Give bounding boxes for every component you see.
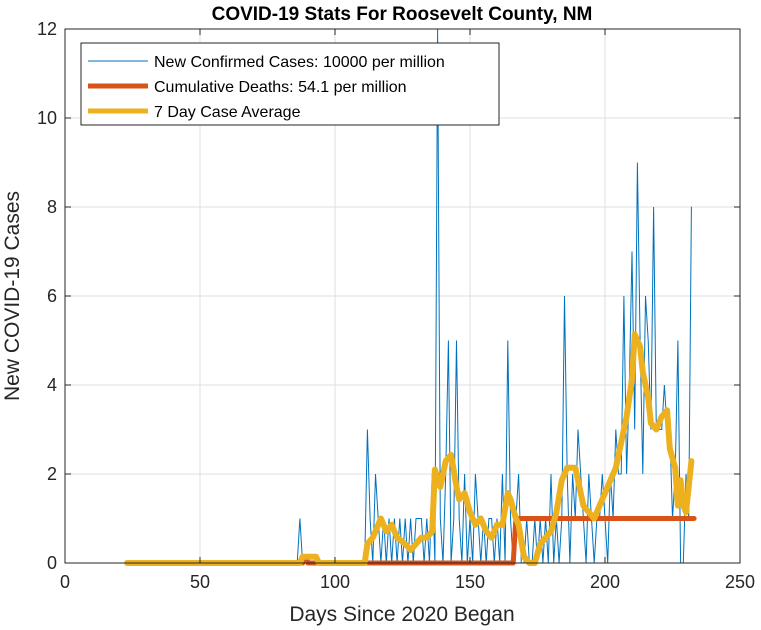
y-tick-label: 8 — [47, 197, 57, 217]
x-axis-label: Days Since 2020 Began — [289, 603, 514, 626]
y-tick-label: 10 — [37, 108, 57, 128]
y-tick-label: 6 — [47, 286, 57, 306]
x-tick-label: 0 — [60, 572, 70, 592]
tick-layer: 0 50 100 150 200 250 0 2 4 6 8 10 12 — [37, 19, 755, 592]
legend-label-new-cases: New Confirmed Cases: 10000 per million — [154, 54, 445, 71]
y-tick-label: 4 — [47, 375, 57, 395]
legend-box — [80, 42, 500, 126]
y-tick-label: 12 — [37, 19, 57, 39]
x-tick-label: 50 — [190, 572, 210, 592]
series-7-day-case-average — [124, 331, 695, 566]
legend-label-cumulative-deaths: Cumulative Deaths: 54.1 per million — [154, 79, 407, 96]
y-axis-label: New COVID-19 Cases — [1, 191, 24, 401]
y-tick-label: 0 — [47, 553, 57, 573]
x-tick-label: 200 — [590, 572, 620, 592]
chart-title: COVID-19 Stats For Roosevelt County, NM — [212, 4, 593, 25]
legend-label-7-day-average: 7 Day Case Average — [154, 104, 301, 121]
x-tick-label: 100 — [320, 572, 350, 592]
y-tick-label: 2 — [47, 464, 57, 484]
x-tick-label: 150 — [455, 572, 485, 592]
x-tick-label: 250 — [725, 572, 755, 592]
legend: New Confirmed Cases: 10000 per million C… — [80, 42, 500, 126]
